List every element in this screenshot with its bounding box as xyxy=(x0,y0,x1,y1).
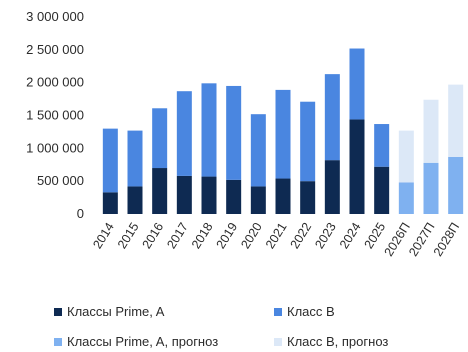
bars xyxy=(102,48,464,214)
legend-swatch-prime-a-forecast xyxy=(54,337,62,346)
x-tick-label: 2023 xyxy=(312,220,339,251)
x-tick-label: 2015 xyxy=(115,220,142,251)
y-tick-label: 1 000 000 xyxy=(26,140,84,155)
bar-segment xyxy=(398,182,414,214)
bar-segment xyxy=(324,74,340,161)
bar-segment xyxy=(275,178,291,214)
bar-segment xyxy=(176,175,192,214)
legend-swatch-class-b-forecast xyxy=(274,337,282,346)
x-tick-label: 2018 xyxy=(189,220,216,251)
x-tick-label: 2014 xyxy=(90,220,117,251)
x-axis: 2014201520162017201820192020202120222023… xyxy=(90,220,462,259)
legend-swatch-class-b xyxy=(274,307,282,316)
bar-segment xyxy=(102,192,118,214)
x-tick-label: 2017 xyxy=(164,220,191,251)
bar-segment xyxy=(152,168,168,214)
legend-label: Класс B, прогноз xyxy=(287,334,389,349)
x-tick-label: 2022 xyxy=(288,220,315,251)
y-tick-label: 0 xyxy=(77,206,84,221)
bar-segment xyxy=(250,186,266,214)
y-tick-label: 500 000 xyxy=(37,173,84,188)
bar-segment xyxy=(324,160,340,214)
bar-segment xyxy=(127,186,143,214)
y-tick-label: 2 000 000 xyxy=(26,75,84,90)
bar-segment xyxy=(176,91,192,176)
bar-segment xyxy=(152,108,168,169)
x-tick-label: 2019 xyxy=(214,220,241,251)
bar-segment xyxy=(448,84,464,157)
bar-segment xyxy=(226,179,242,214)
legend-label: Класс B xyxy=(287,304,335,319)
bar-segment xyxy=(374,124,390,167)
legend-swatch-prime-a xyxy=(54,307,62,316)
x-tick-label: 2016 xyxy=(140,220,167,251)
bar-segment xyxy=(423,99,439,163)
bar-segment xyxy=(226,85,242,180)
legend-label: Классы Prime, A, прогноз xyxy=(67,334,219,349)
bar-segment xyxy=(300,181,316,214)
y-axis: 0 500 000 1 000 000 1 500 000 2 000 000 2 500… xyxy=(26,9,84,221)
bar-segment xyxy=(423,162,439,214)
x-tick-label: 2021 xyxy=(263,220,290,251)
x-tick-label: 2024 xyxy=(337,220,364,251)
bar-segment xyxy=(250,114,266,187)
stacked-bar-chart: 0 500 000 1 000 000 1 500 000 2 000 000 2 500… xyxy=(26,9,464,259)
y-tick-label: 1 500 000 xyxy=(26,108,84,123)
bar-segment xyxy=(398,130,414,183)
x-tick-label: 2028П xyxy=(431,220,462,259)
bar-segment xyxy=(201,176,217,214)
x-tick-label: 2020 xyxy=(238,220,265,251)
legend-item-class-b: Класс B xyxy=(274,304,335,319)
bar-segment xyxy=(374,166,390,214)
bar-segment xyxy=(349,48,365,120)
bar-segment xyxy=(275,89,291,179)
legend: Классы Prime, A Класс B Классы Prime, A,… xyxy=(0,290,468,352)
legend-item-prime-a: Классы Prime, A xyxy=(54,304,164,319)
legend-label: Классы Prime, A xyxy=(67,304,165,319)
bar-segment xyxy=(448,156,464,214)
legend-item-class-b-forecast: Класс B, прогноз xyxy=(274,334,388,349)
y-tick-label: 3 000 000 xyxy=(26,9,84,24)
bar-segment xyxy=(127,130,143,187)
bar-segment xyxy=(201,83,217,177)
y-tick-label: 2 500 000 xyxy=(26,42,84,57)
bar-segment xyxy=(102,128,118,193)
bar-segment xyxy=(300,101,316,182)
legend-item-prime-a-forecast: Классы Prime, A, прогноз xyxy=(54,334,218,349)
bar-segment xyxy=(349,119,365,214)
